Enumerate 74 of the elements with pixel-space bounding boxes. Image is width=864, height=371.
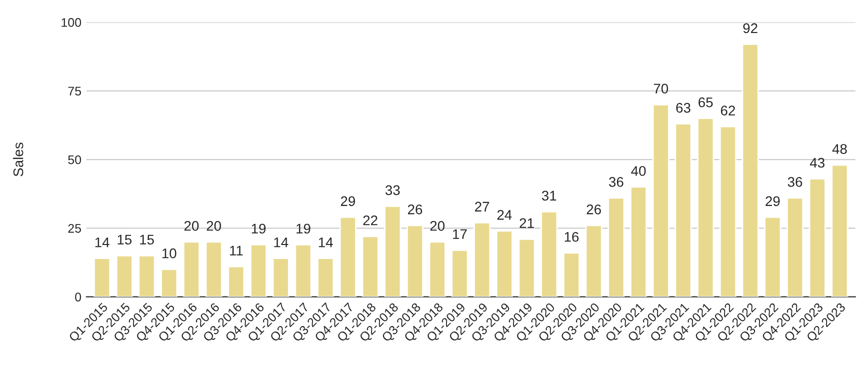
- data-label: 27: [475, 202, 490, 212]
- data-label: 14: [95, 238, 110, 248]
- bar: [786, 197, 804, 297]
- y-tick-label: 75: [68, 86, 82, 96]
- data-label: 20: [430, 220, 445, 231]
- bar: [451, 249, 468, 297]
- bar: [540, 211, 558, 297]
- bar: [406, 224, 424, 297]
- data-label: 26: [408, 204, 422, 214]
- bar: [94, 258, 111, 297]
- data-label: 20: [206, 220, 221, 231]
- bar: [697, 118, 714, 297]
- data-label: 15: [140, 234, 154, 245]
- data-label: 43: [810, 158, 824, 168]
- bar: [808, 178, 826, 297]
- data-label: 16: [564, 232, 579, 242]
- data-label: 10: [162, 248, 176, 258]
- bar: [116, 254, 133, 297]
- bar: [562, 252, 580, 297]
- bar: [719, 126, 736, 297]
- bar: [272, 258, 290, 297]
- y-axis-title: Sales: [13, 142, 24, 176]
- data-label: 15: [118, 234, 132, 245]
- data-label: 63: [676, 102, 690, 113]
- bar: [518, 238, 536, 297]
- bar: [250, 244, 268, 297]
- y-tick-label: 100: [62, 18, 82, 27]
- y-tick-label: 0: [75, 292, 82, 302]
- bar: [317, 258, 334, 297]
- bar: [160, 268, 178, 297]
- data-label: 36: [788, 177, 802, 187]
- bar: [652, 104, 670, 297]
- data-label: 33: [385, 185, 400, 196]
- data-label: 26: [586, 204, 601, 214]
- y-tick-label: 50: [68, 155, 82, 164]
- data-label: 24: [497, 210, 512, 220]
- bar: [764, 216, 782, 297]
- bar: [138, 254, 156, 297]
- bar: [182, 241, 200, 297]
- data-label: 36: [608, 177, 624, 187]
- data-label: 21: [520, 218, 534, 228]
- bar: [608, 197, 625, 297]
- bar: [339, 216, 356, 297]
- y-tick-label: 25: [68, 224, 82, 233]
- data-label: 19: [296, 224, 310, 234]
- bar: [585, 224, 602, 297]
- bar: [742, 44, 759, 297]
- data-label: 19: [252, 224, 266, 234]
- bar: [384, 206, 402, 297]
- bar: [474, 222, 491, 297]
- data-label: 14: [274, 238, 288, 248]
- bar: [674, 123, 692, 297]
- bar: [630, 186, 648, 297]
- bar: [831, 164, 848, 297]
- data-label: 29: [340, 196, 356, 206]
- data-label: 11: [230, 246, 243, 256]
- data-label: 31: [542, 190, 556, 201]
- bar: [428, 241, 446, 297]
- data-label: 22: [363, 215, 378, 226]
- data-label: 48: [832, 144, 847, 154]
- bar: [294, 244, 312, 297]
- data-label: 14: [318, 238, 333, 248]
- bar: [496, 230, 513, 297]
- data-label: 65: [698, 97, 713, 108]
- data-label: 92: [743, 23, 758, 34]
- data-label: 17: [453, 229, 467, 239]
- data-label: 70: [654, 84, 668, 94]
- data-label: 40: [631, 166, 646, 176]
- data-label: 29: [766, 196, 780, 206]
- data-label: 20: [184, 220, 199, 231]
- bar: [362, 236, 379, 297]
- bar: [205, 241, 222, 297]
- bar: [228, 266, 245, 297]
- data-label: 62: [720, 106, 735, 116]
